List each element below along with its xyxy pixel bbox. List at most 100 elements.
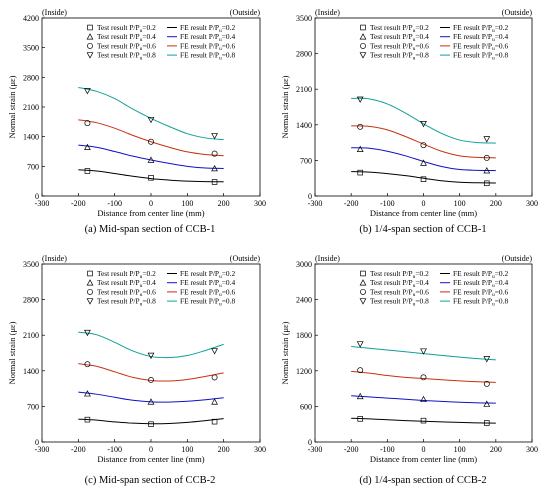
y-tick-label: 700: [300, 156, 312, 165]
y-tick-label: 3000: [296, 260, 312, 269]
legend-marker-2: [86, 33, 94, 40]
test-point-2: [84, 143, 91, 151]
inside-label: (Inside): [315, 8, 340, 17]
legend-fe-label-4: FE result P/Pu=0.8: [453, 297, 508, 308]
legend: Test result P/Pu=0.2 FE result P/Pu=0.2 Te…: [359, 269, 508, 308]
y-axis-label: Normal strain (με): [280, 75, 290, 138]
x-tick-label: 0: [149, 199, 153, 208]
y-tick-label: 2100: [23, 331, 39, 340]
legend-test-label-1: Test result P/Pu=0.2: [97, 269, 156, 280]
x-tick-label: -100: [380, 445, 395, 454]
test-point-4: [420, 348, 427, 355]
legend-marker-3: [87, 288, 93, 295]
fe-curve-3: [351, 370, 496, 383]
legend-fe-label-4: FE result P/Pu=0.8: [453, 51, 508, 62]
x-tick-label: -100: [107, 199, 122, 208]
test-point-4: [147, 116, 155, 124]
y-tick-label: 0: [308, 192, 312, 201]
test-point-4: [211, 133, 218, 140]
chart-caption: (c) Mid-span section of CCB-2: [85, 475, 216, 486]
test-point-1: [484, 180, 490, 187]
test-point-3: [357, 367, 364, 374]
legend-fe-label-3: FE result P/Pu=0.6: [453, 287, 508, 298]
legend-test-label-3: Test result P/Pu=0.6: [97, 287, 156, 298]
chart-panel-1: -300 -200 -100 0 100 200 300 0 700 1400 2100 2800 35…: [7, 8, 266, 235]
legend: Test result P/Pu=0.2 FE result P/Pu=0.2 Te…: [86, 23, 235, 62]
test-point-1: [420, 176, 427, 182]
legend-test-label-2: Test result P/Pu=0.4: [97, 32, 156, 43]
chart-panel-4: -300 -200 -100 0 100 200 300060012001800240030…: [280, 254, 538, 486]
x-axis-label: Distance from center line (mm): [370, 208, 477, 218]
legend-fe-label-4: FE result P/Pu=0.8: [180, 297, 235, 308]
test-point-1: [484, 420, 490, 426]
y-tick-label: 2100: [23, 103, 39, 112]
chart-panel-2: -300 -200 -100 0 100 200 300 0 700 1400 2100 2800 35…: [280, 8, 538, 235]
test-point-4: [211, 348, 218, 355]
legend-fe-label-2: FE result P/Pu=0.4: [453, 278, 508, 289]
fe-curve-3: [78, 119, 224, 157]
test-point-2: [211, 164, 218, 172]
legend-marker-4: [86, 52, 94, 59]
legend-fe-label-1: FE result P/Pu=0.2: [453, 269, 508, 280]
legend-fe-label-1: FE result P/Pu=0.2: [453, 23, 508, 34]
y-axis-label: Normal strain (με): [280, 321, 290, 384]
legend-test-label-4: Test result P/Pu=0.8: [370, 51, 429, 62]
legend-test-label-4: Test result P/Pu=0.8: [97, 51, 156, 62]
fe-curve-1: [78, 169, 224, 183]
x-tick-label: -300: [35, 199, 50, 208]
x-tick-label: -200: [344, 199, 359, 208]
legend-test-label-4: Test result P/Pu=0.8: [97, 297, 156, 308]
y-tick-label: 2100: [296, 85, 312, 94]
y-tick-label: 700: [27, 402, 39, 411]
x-tick-label: 0: [422, 445, 426, 454]
test-point-3: [211, 150, 218, 157]
y-tick-label: 3500: [23, 260, 39, 269]
test-point-3: [483, 380, 490, 387]
y-tick-label: 1200: [296, 367, 312, 376]
y-tick-label: 4200: [23, 14, 39, 23]
y-tick-label: 3500: [23, 44, 39, 53]
legend-fe-label-2: FE result P/Pu=0.4: [180, 32, 235, 43]
fe-curve-1: [351, 417, 496, 424]
test-point-3: [420, 374, 427, 381]
outside-label: (Outside): [502, 254, 533, 263]
legend-marker-1: [360, 270, 366, 277]
outside-label: (Outside): [502, 8, 533, 17]
outside-label: (Outside): [230, 8, 261, 17]
test-point-4: [84, 88, 91, 95]
legend-test-label-4: Test result P/Pu=0.8: [370, 297, 429, 308]
legend: Test result P/Pu=0.2 FE result P/Pu=0.2 Te…: [86, 269, 235, 308]
test-point-3: [148, 377, 154, 383]
test-point-1: [84, 168, 91, 174]
fe-curve-1: [351, 171, 496, 184]
test-point-3: [84, 361, 91, 368]
legend-marker-1: [360, 24, 366, 31]
legend-marker-2: [86, 279, 94, 286]
legend-test-label-1: Test result P/Pu=0.2: [370, 269, 429, 280]
test-point-1: [211, 418, 218, 425]
test-point-1: [420, 417, 427, 424]
fe-curve-4: [351, 97, 496, 144]
fe-curve-4: [78, 331, 224, 359]
x-tick-label: 100: [454, 199, 466, 208]
test-point-3: [148, 138, 154, 145]
legend-marker-3: [360, 288, 366, 295]
fe-curve-2: [351, 395, 496, 404]
x-tick-label: -200: [71, 445, 86, 454]
x-tick-label: -200: [344, 445, 359, 454]
test-point-4: [84, 329, 91, 337]
x-tick-label: 100: [181, 445, 193, 454]
x-tick-label: -300: [308, 199, 323, 208]
y-tick-label: 1400: [296, 121, 312, 130]
x-tick-label: 200: [218, 199, 230, 208]
legend-marker-3: [87, 42, 93, 49]
test-point-1: [357, 169, 363, 176]
y-tick-label: 700: [27, 162, 39, 171]
fe-curve-4: [78, 87, 224, 141]
test-point-1: [148, 421, 154, 427]
test-point-4: [356, 341, 364, 348]
legend-fe-label-1: FE result P/Pu=0.2: [180, 23, 235, 34]
x-tick-label: 300: [526, 445, 538, 454]
x-tick-label: 200: [218, 445, 230, 454]
legend-marker-1: [87, 24, 93, 31]
